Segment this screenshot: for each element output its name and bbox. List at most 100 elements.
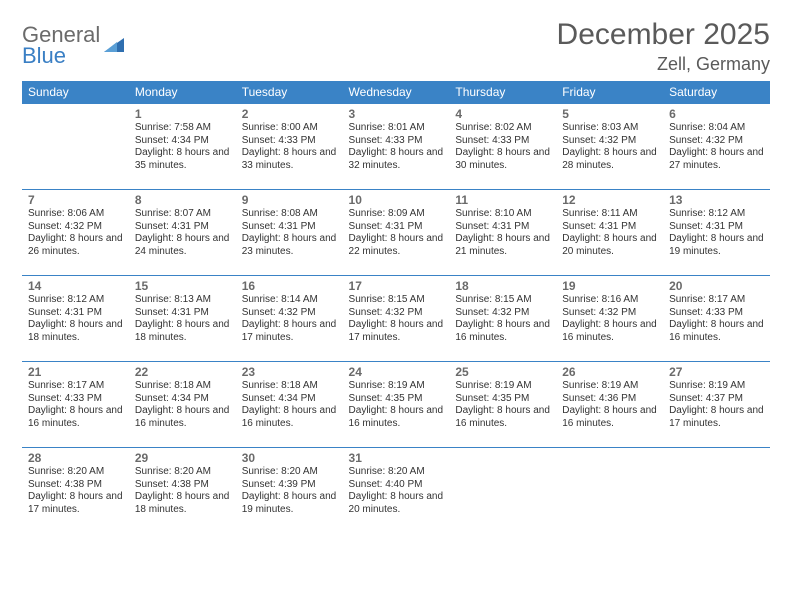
daylight-line: Daylight: 8 hours and 20 minutes.: [562, 233, 657, 258]
daylight-line: Daylight: 8 hours and 16 minutes.: [455, 319, 550, 344]
calendar-cell: 21Sunrise: 8:17 AMSunset: 4:33 PMDayligh…: [22, 362, 129, 448]
sunset-line: Sunset: 4:33 PM: [242, 135, 337, 148]
calendar-cell: 29Sunrise: 8:20 AMSunset: 4:38 PMDayligh…: [129, 448, 236, 534]
sunrise-line: Sunrise: 8:15 AM: [455, 294, 550, 307]
logo-triangle-icon: [104, 36, 124, 56]
day-number: 10: [349, 193, 444, 207]
sunset-line: Sunset: 4:33 PM: [455, 135, 550, 148]
logo: General Blue: [22, 18, 124, 67]
calendar-cell: 7Sunrise: 8:06 AMSunset: 4:32 PMDaylight…: [22, 190, 129, 276]
day-number: 12: [562, 193, 657, 207]
daylight-line: Daylight: 8 hours and 33 minutes.: [242, 147, 337, 172]
calendar-cell: 23Sunrise: 8:18 AMSunset: 4:34 PMDayligh…: [236, 362, 343, 448]
sunrise-line: Sunrise: 8:10 AM: [455, 208, 550, 221]
sunrise-line: Sunrise: 8:16 AM: [562, 294, 657, 307]
day-number: 2: [242, 107, 337, 121]
calendar-table: SundayMondayTuesdayWednesdayThursdayFrid…: [22, 81, 770, 534]
sunset-line: Sunset: 4:32 PM: [349, 307, 444, 320]
calendar-cell: 16Sunrise: 8:14 AMSunset: 4:32 PMDayligh…: [236, 276, 343, 362]
sunrise-line: Sunrise: 8:15 AM: [349, 294, 444, 307]
sunrise-line: Sunrise: 8:06 AM: [28, 208, 123, 221]
day-number: 27: [669, 365, 764, 379]
sunset-line: Sunset: 4:33 PM: [349, 135, 444, 148]
weekday-header: Saturday: [663, 81, 770, 104]
calendar-cell: 3Sunrise: 8:01 AMSunset: 4:33 PMDaylight…: [343, 104, 450, 190]
day-number: 21: [28, 365, 123, 379]
daylight-line: Daylight: 8 hours and 24 minutes.: [135, 233, 230, 258]
day-number: 25: [455, 365, 550, 379]
sunset-line: Sunset: 4:39 PM: [242, 479, 337, 492]
sunrise-line: Sunrise: 8:17 AM: [28, 380, 123, 393]
daylight-line: Daylight: 8 hours and 18 minutes.: [28, 319, 123, 344]
day-number: 28: [28, 451, 123, 465]
calendar-cell: 6Sunrise: 8:04 AMSunset: 4:32 PMDaylight…: [663, 104, 770, 190]
day-number: 30: [242, 451, 337, 465]
sunrise-line: Sunrise: 8:13 AM: [135, 294, 230, 307]
sunrise-line: Sunrise: 8:08 AM: [242, 208, 337, 221]
calendar-cell: 24Sunrise: 8:19 AMSunset: 4:35 PMDayligh…: [343, 362, 450, 448]
calendar-cell: 8Sunrise: 8:07 AMSunset: 4:31 PMDaylight…: [129, 190, 236, 276]
sunrise-line: Sunrise: 8:19 AM: [669, 380, 764, 393]
calendar-cell: [556, 448, 663, 534]
sunrise-line: Sunrise: 8:19 AM: [349, 380, 444, 393]
sunrise-line: Sunrise: 7:58 AM: [135, 122, 230, 135]
day-number: 31: [349, 451, 444, 465]
sunset-line: Sunset: 4:31 PM: [349, 221, 444, 234]
daylight-line: Daylight: 8 hours and 16 minutes.: [28, 405, 123, 430]
sunrise-line: Sunrise: 8:14 AM: [242, 294, 337, 307]
daylight-line: Daylight: 8 hours and 21 minutes.: [455, 233, 550, 258]
sunrise-line: Sunrise: 8:20 AM: [135, 466, 230, 479]
sunset-line: Sunset: 4:31 PM: [135, 307, 230, 320]
calendar-cell: 5Sunrise: 8:03 AMSunset: 4:32 PMDaylight…: [556, 104, 663, 190]
weekday-header: Friday: [556, 81, 663, 104]
sunset-line: Sunset: 4:31 PM: [242, 221, 337, 234]
weekday-header: Monday: [129, 81, 236, 104]
sunset-line: Sunset: 4:37 PM: [669, 393, 764, 406]
day-number: 5: [562, 107, 657, 121]
calendar-cell: 15Sunrise: 8:13 AMSunset: 4:31 PMDayligh…: [129, 276, 236, 362]
calendar-row: 1Sunrise: 7:58 AMSunset: 4:34 PMDaylight…: [22, 104, 770, 190]
sunset-line: Sunset: 4:35 PM: [455, 393, 550, 406]
calendar-cell: 28Sunrise: 8:20 AMSunset: 4:38 PMDayligh…: [22, 448, 129, 534]
weekday-row: SundayMondayTuesdayWednesdayThursdayFrid…: [22, 81, 770, 104]
daylight-line: Daylight: 8 hours and 35 minutes.: [135, 147, 230, 172]
calendar-cell: 22Sunrise: 8:18 AMSunset: 4:34 PMDayligh…: [129, 362, 236, 448]
sunset-line: Sunset: 4:32 PM: [28, 221, 123, 234]
day-number: 24: [349, 365, 444, 379]
sunrise-line: Sunrise: 8:03 AM: [562, 122, 657, 135]
calendar-row: 7Sunrise: 8:06 AMSunset: 4:32 PM Daylight…: [22, 190, 770, 276]
calendar-cell: 17Sunrise: 8:15 AMSunset: 4:32 PMDayligh…: [343, 276, 450, 362]
daylight-line: Daylight: 8 hours and 23 minutes.: [242, 233, 337, 258]
calendar-cell: 20Sunrise: 8:17 AMSunset: 4:33 PMDayligh…: [663, 276, 770, 362]
sunrise-line: Sunrise: 8:07 AM: [135, 208, 230, 221]
sunset-line: Sunset: 4:38 PM: [135, 479, 230, 492]
daylight-line: Daylight: 8 hours and 16 minutes.: [562, 405, 657, 430]
day-number: 3: [349, 107, 444, 121]
sunset-line: Sunset: 4:33 PM: [669, 307, 764, 320]
sunset-line: Sunset: 4:36 PM: [562, 393, 657, 406]
sunrise-line: Sunrise: 8:04 AM: [669, 122, 764, 135]
header: General Blue December 2025 Zell, Germany: [22, 18, 770, 75]
logo-text-block: General Blue: [22, 24, 100, 67]
calendar-cell: 4Sunrise: 8:02 AMSunset: 4:33 PMDaylight…: [449, 104, 556, 190]
daylight-line: Daylight: 8 hours and 18 minutes.: [135, 491, 230, 516]
calendar-body: 1Sunrise: 7:58 AMSunset: 4:34 PMDaylight…: [22, 104, 770, 534]
location: Zell, Germany: [557, 54, 770, 75]
sunset-line: Sunset: 4:32 PM: [455, 307, 550, 320]
day-number: 15: [135, 279, 230, 293]
calendar-cell: 25Sunrise: 8:19 AMSunset: 4:35 PMDayligh…: [449, 362, 556, 448]
sunset-line: Sunset: 4:34 PM: [135, 393, 230, 406]
daylight-line: Daylight: 8 hours and 16 minutes.: [349, 405, 444, 430]
logo-blue: Blue: [22, 45, 100, 67]
calendar-cell: 14Sunrise: 8:12 AMSunset: 4:31 PMDayligh…: [22, 276, 129, 362]
sunrise-line: Sunrise: 8:18 AM: [242, 380, 337, 393]
daylight-line: Daylight: 8 hours and 16 minutes.: [135, 405, 230, 430]
sunset-line: Sunset: 4:38 PM: [28, 479, 123, 492]
calendar-cell: 1Sunrise: 7:58 AMSunset: 4:34 PMDaylight…: [129, 104, 236, 190]
calendar-cell: 19Sunrise: 8:16 AMSunset: 4:32 PMDayligh…: [556, 276, 663, 362]
day-number: 26: [562, 365, 657, 379]
daylight-line: Daylight: 8 hours and 16 minutes.: [669, 319, 764, 344]
sunset-line: Sunset: 4:32 PM: [562, 135, 657, 148]
sunset-line: Sunset: 4:31 PM: [669, 221, 764, 234]
day-number: 7: [28, 193, 123, 207]
